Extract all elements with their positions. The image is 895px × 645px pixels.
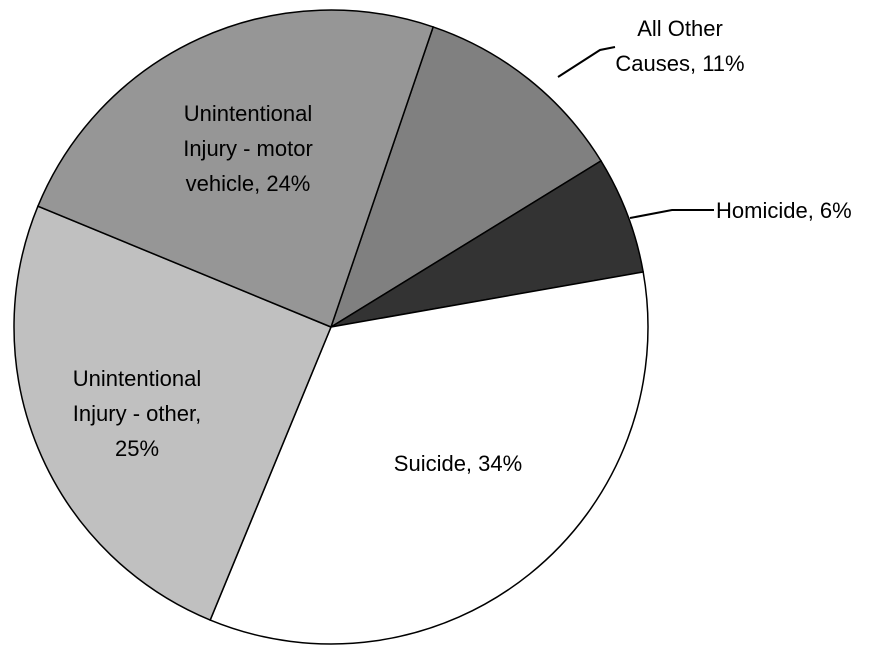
slice-label: All Other Causes, 11% (615, 16, 744, 76)
leader-line (629, 209, 714, 219)
label-line: Suicide, 34% (394, 451, 522, 476)
leader-line (557, 46, 616, 78)
slice-label: Suicide, 34% (394, 451, 522, 476)
pie-slice (13, 205, 332, 622)
label-line: Causes, 11% (615, 51, 744, 76)
slice-label: Unintentional Injury - other, 25% (73, 366, 201, 461)
label-line: Homicide, 6% (716, 198, 852, 223)
pie-slice (209, 271, 649, 645)
label-line: All Other (637, 16, 723, 41)
slice-label: Unintentional Injury - motor vehicle, 24% (183, 101, 313, 196)
label-line: Injury - other, (73, 401, 201, 426)
label-line: Injury - motor (183, 136, 313, 161)
label-line: vehicle, 24% (186, 171, 311, 196)
slices (13, 9, 649, 645)
pie-slice (329, 25, 603, 329)
label-line: Unintentional (184, 101, 312, 126)
pie-slice (36, 9, 435, 328)
slice-label: Homicide, 6% (716, 198, 852, 223)
label-line: Unintentional (73, 366, 201, 391)
label-line: 25% (115, 436, 159, 461)
